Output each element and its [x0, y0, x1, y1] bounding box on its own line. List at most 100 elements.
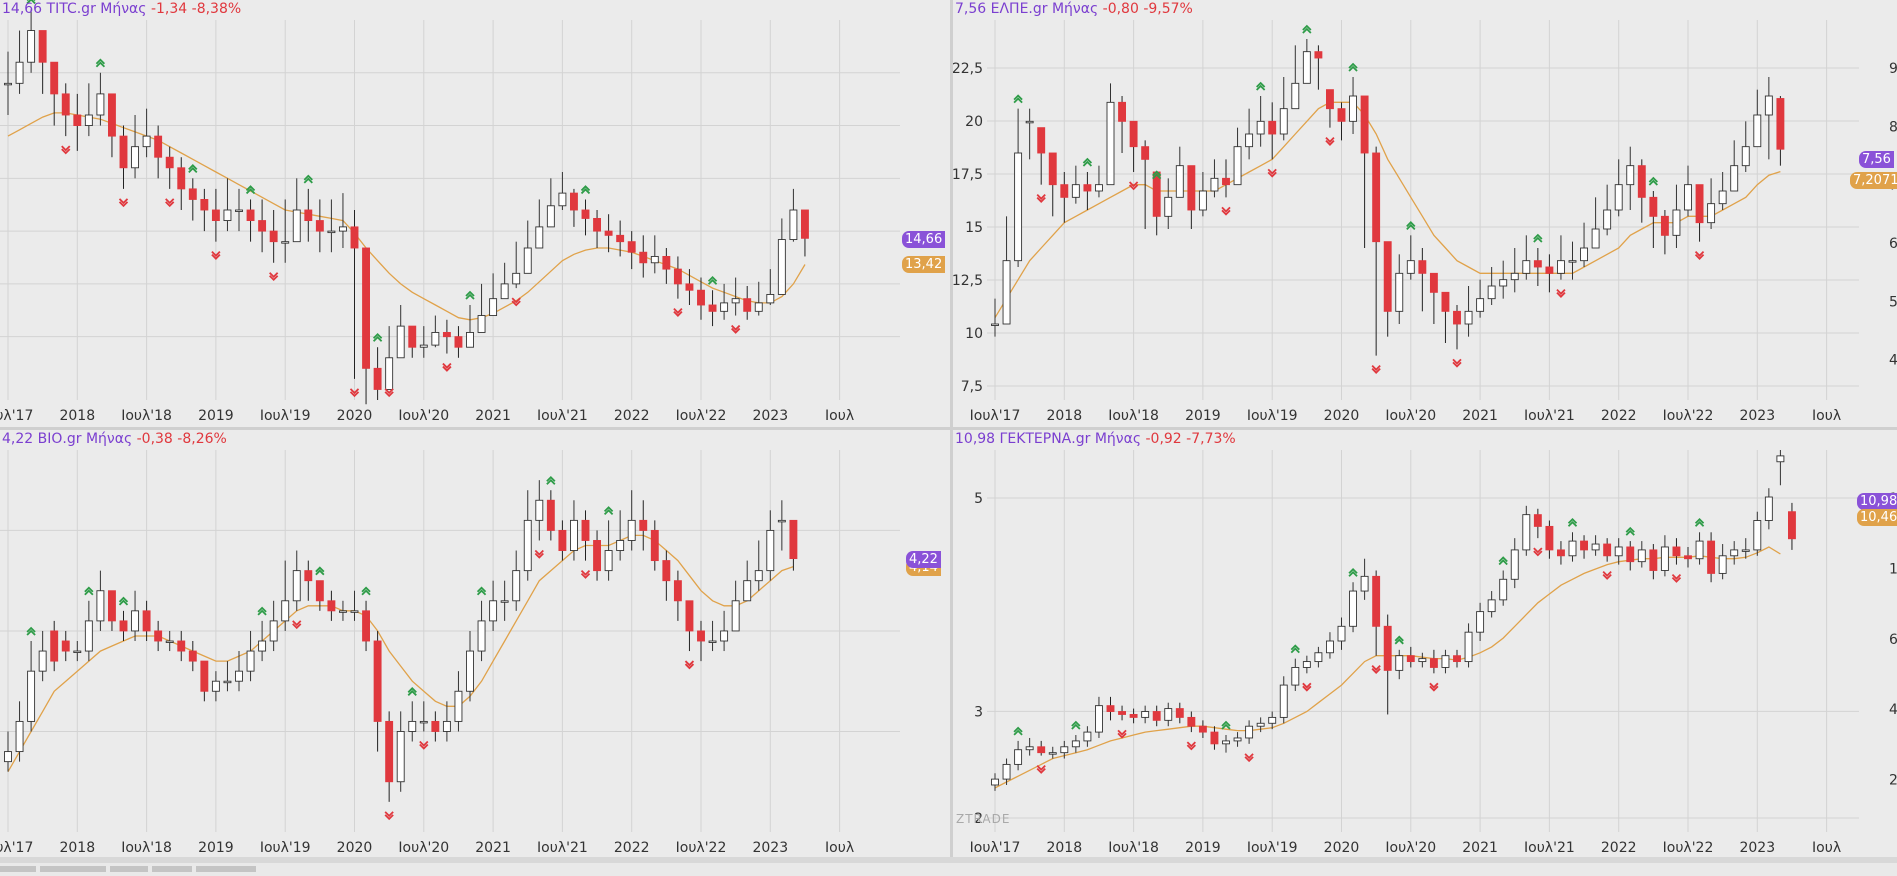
candle — [327, 199, 336, 253]
candle-body-up — [258, 640, 267, 652]
candle — [315, 199, 324, 253]
candle-body-down — [373, 640, 382, 722]
candle-body-down — [1603, 543, 1612, 557]
candle-body-down — [1707, 540, 1716, 574]
candle — [731, 580, 740, 632]
candle — [1383, 241, 1392, 337]
signal-arrow-down — [1267, 168, 1277, 178]
candle — [362, 247, 370, 405]
candle — [581, 510, 590, 561]
signal-arrow-down — [1036, 764, 1046, 774]
candle — [419, 326, 428, 358]
candle-body-up — [466, 650, 474, 692]
candle-body-up — [500, 283, 509, 300]
vertical-divider[interactable] — [950, 0, 953, 863]
candle — [73, 93, 82, 151]
candlestick-chart[interactable]: Ιουλ'17 2018 Ιουλ'18 2019 Ιουλ'19 2020 Ιουλ'20… — [0, 430, 950, 863]
candle-body-down — [304, 570, 313, 582]
signal-arrow-up — [1348, 62, 1358, 72]
candle-body-down — [269, 230, 278, 243]
candle — [766, 269, 775, 305]
candle — [27, 641, 36, 732]
candle-body-down — [1649, 196, 1658, 217]
candle-body-down — [38, 30, 47, 63]
candle — [1649, 191, 1658, 248]
candle-body-up — [1741, 549, 1750, 552]
candle — [1510, 538, 1519, 589]
candle-body-up — [1522, 514, 1531, 551]
candle-body-up — [235, 670, 243, 682]
candle-body-up — [558, 192, 567, 207]
candle-body-down — [1776, 98, 1785, 150]
candle-body-down — [593, 217, 601, 232]
candle-body-up — [604, 550, 613, 572]
candle — [720, 610, 729, 652]
candle — [1788, 502, 1796, 550]
candle-body-down — [1672, 546, 1681, 557]
candle — [1707, 532, 1716, 583]
candle-body-down — [1557, 549, 1565, 557]
candle — [708, 290, 717, 327]
candle-body-down — [142, 610, 151, 632]
candle — [119, 610, 128, 641]
x-tick-label: 2020 — [1324, 408, 1360, 424]
candle — [1499, 570, 1508, 606]
chart-panel-titc[interactable]: Ιουλ'17 2018 Ιουλ'18 2019 Ιουλ'19 2020 Ιουλ'20… — [0, 0, 950, 427]
candle-body-down — [1083, 184, 1092, 192]
candle — [454, 671, 463, 732]
x-tick-label: 2023 — [1739, 408, 1775, 424]
candle — [1730, 140, 1739, 192]
candle — [777, 218, 786, 295]
candle-body-up — [1164, 708, 1173, 721]
candle — [119, 125, 128, 189]
candle-body-up — [523, 519, 532, 572]
candle-body-down — [1406, 655, 1415, 663]
candle-body-up — [1487, 285, 1496, 300]
candle — [339, 193, 347, 248]
signal-arrow-up — [245, 185, 256, 195]
candle — [1268, 102, 1277, 160]
candle — [1002, 758, 1011, 785]
signal-arrow-up — [26, 626, 36, 636]
x-tick-label: 2018 — [1046, 840, 1082, 856]
candle — [258, 199, 267, 253]
candlestick-chart[interactable]: Ιουλ'17 2018 Ιουλ'18 2019 Ιουλ'19 2020 Ιουλ'20… — [953, 430, 1897, 863]
candle — [327, 590, 336, 621]
x-tick-label: Ιουλ'19 — [260, 408, 311, 424]
candle — [1464, 623, 1473, 668]
candle — [269, 600, 278, 652]
chart-panel-bio[interactable]: Ιουλ'17 2018 Ιουλ'18 2019 Ιουλ'19 2020 Ιουλ'20… — [0, 430, 950, 863]
signal-arrow-up — [1648, 176, 1658, 186]
candle — [720, 283, 729, 320]
x-tick-label: 2023 — [1739, 840, 1775, 856]
candle — [1060, 740, 1069, 759]
candlestick-chart[interactable]: Ιουλ'17 2018 Ιουλ'18 2019 Ιουλ'19 2020 Ιουλ'20… — [0, 0, 950, 427]
candle — [1603, 184, 1612, 236]
candle — [1591, 535, 1600, 556]
chart-panel-gekterna[interactable]: Ιουλ'17 2018 Ιουλ'18 2019 Ιουλ'19 2020 Ιουλ'20… — [953, 430, 1897, 863]
x-tick-label: Ιουλ'19 — [1247, 840, 1298, 856]
candle-body-up — [396, 731, 405, 783]
signal-arrow-down — [684, 660, 695, 670]
chart-panel-elpe[interactable]: Ιουλ'17 2018 Ιουλ'18 2019 Ιουλ'19 2020 Ιουλ'20… — [953, 0, 1897, 427]
horizontal-divider[interactable] — [0, 427, 1897, 430]
candle — [61, 630, 70, 662]
candlestick-chart[interactable]: Ιουλ'17 2018 Ιουλ'18 2019 Ιουλ'19 2020 Ιουλ'20… — [953, 0, 1897, 427]
candle — [1164, 178, 1173, 229]
signal-arrow-down — [534, 549, 544, 559]
candle — [154, 125, 163, 179]
bottom-scrollbar[interactable] — [0, 857, 1897, 872]
candle — [1453, 305, 1461, 350]
candle — [662, 550, 671, 601]
signal-arrow-down — [118, 198, 129, 208]
candle — [1314, 45, 1323, 90]
price-change: -0,92 — [1145, 431, 1182, 447]
candle-body-up — [1349, 95, 1357, 122]
candle — [558, 520, 567, 561]
x-tick-label: Ιουλ'17 — [0, 408, 33, 424]
signal-arrow-down — [384, 388, 394, 398]
candle-body-down — [200, 198, 209, 211]
candle — [512, 550, 521, 611]
candle — [627, 231, 636, 270]
candle-body-down — [1453, 655, 1461, 663]
